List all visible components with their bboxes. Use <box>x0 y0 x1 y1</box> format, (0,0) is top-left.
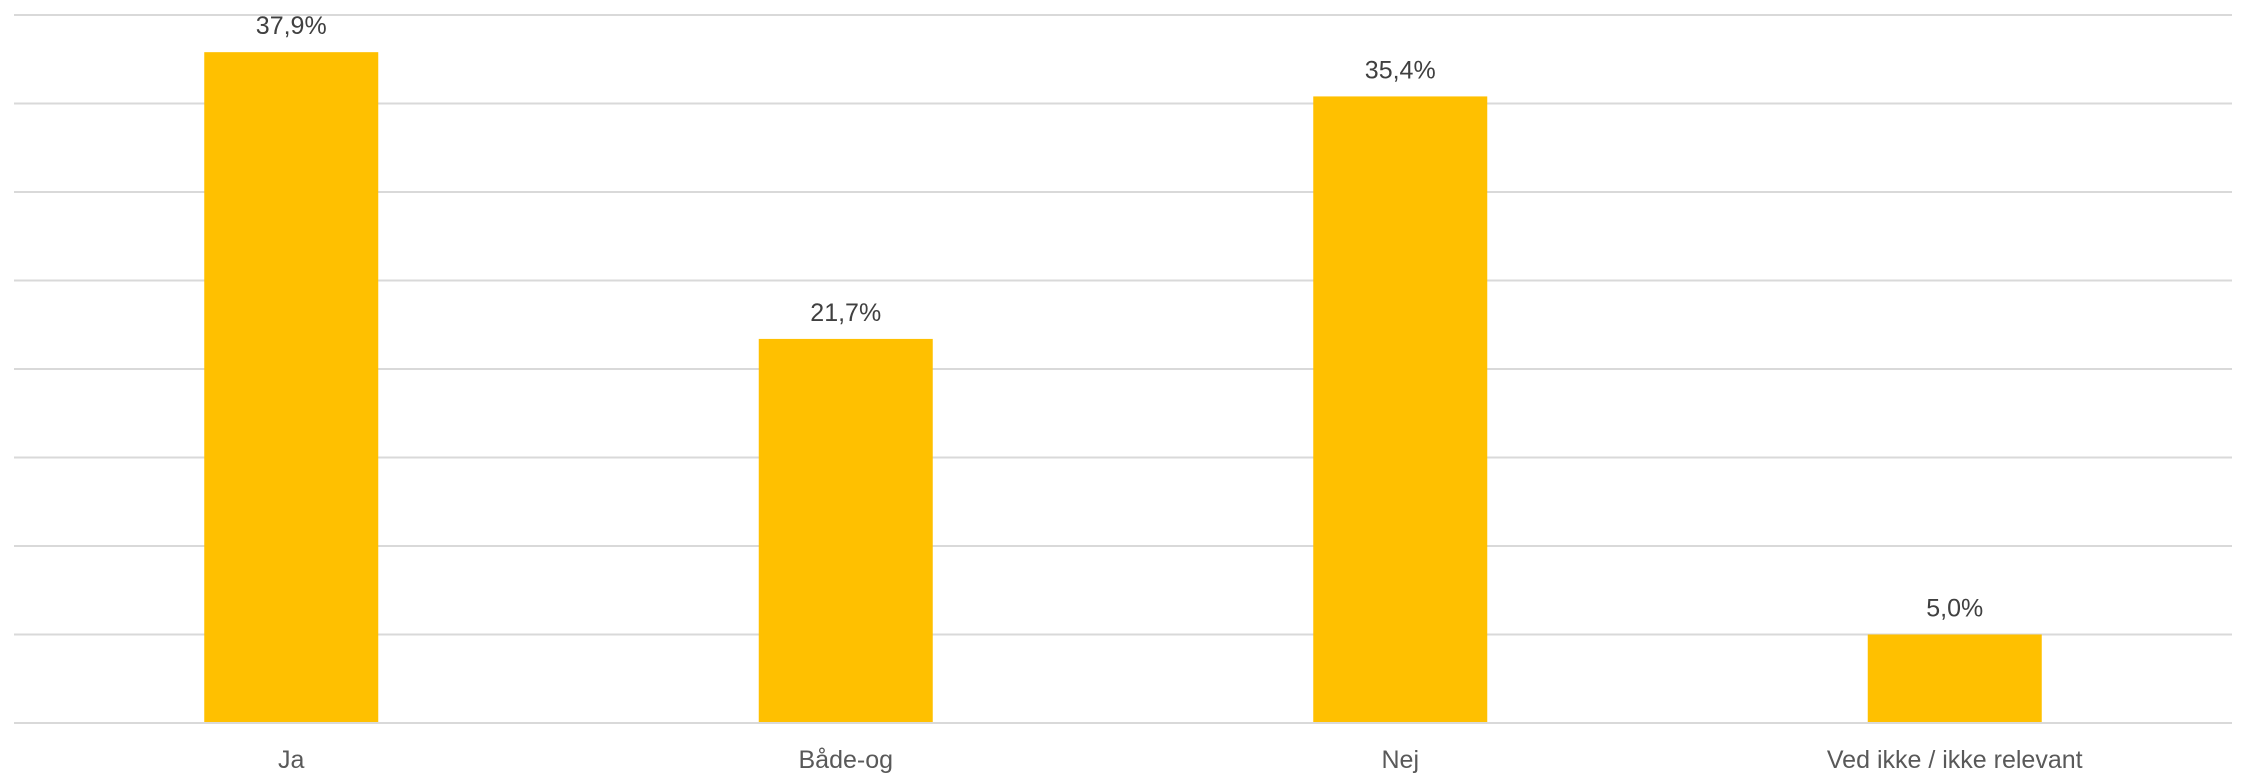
category-label: Ja <box>278 746 305 774</box>
gridlines <box>14 14 2232 636</box>
bars <box>204 52 2042 724</box>
data-label: 21,7% <box>810 299 881 327</box>
data-labels: 37,9% 21,7% 35,4% 5,0% <box>256 12 1983 622</box>
bar <box>758 338 933 723</box>
category-label: Både-og <box>798 746 893 774</box>
category-labels: Ja Både-og Nej Ved ikke / ikke relevant <box>278 746 2083 774</box>
category-label: Nej <box>1381 746 1419 774</box>
bar <box>1313 96 1488 724</box>
data-label: 35,4% <box>1365 56 1436 84</box>
bar <box>204 52 379 724</box>
bar <box>1867 634 2042 723</box>
category-label: Ved ikke / ikke relevant <box>1827 746 2083 774</box>
data-label: 5,0% <box>1926 595 1983 623</box>
data-label: 37,9% <box>256 12 327 40</box>
